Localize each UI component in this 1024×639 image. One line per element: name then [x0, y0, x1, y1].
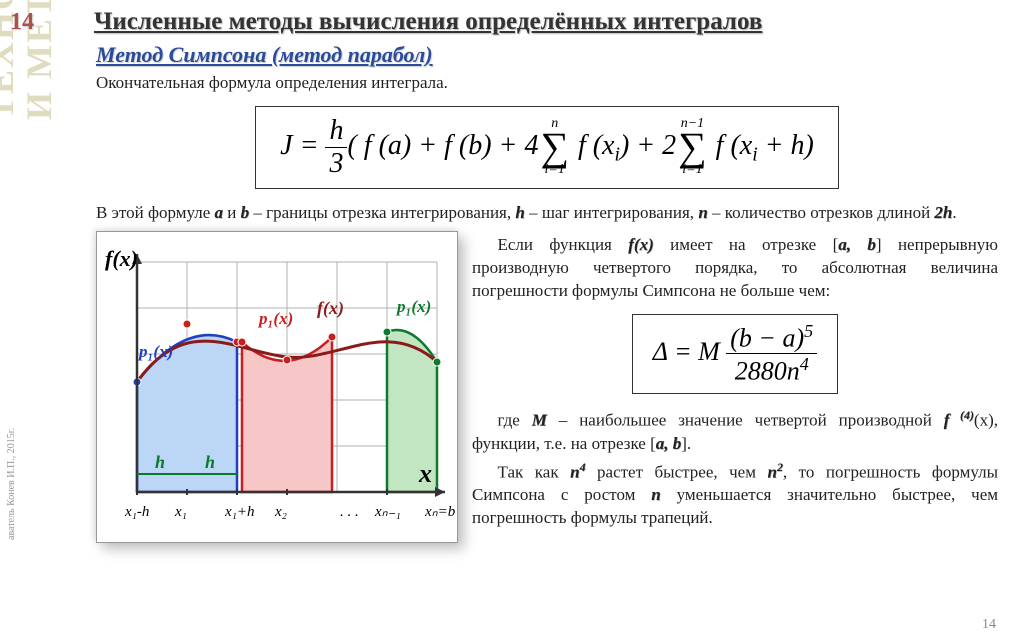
formula-main-wrap: J = h3( f (a) + f (b) + 4n∑i=1 f (xi) + … — [96, 98, 998, 199]
svg-text:h: h — [205, 452, 215, 472]
fe-den: 2880n4 — [726, 354, 817, 387]
fe-eq: = M — [668, 337, 727, 366]
p2-2h: 2h — [934, 203, 952, 222]
f-mid: f (x — [571, 130, 615, 161]
svg-text:h: h — [155, 452, 165, 472]
f-sum2: n−1∑i=1 — [678, 117, 707, 177]
svg-text:xₙ₋₁: xₙ₋₁ — [374, 504, 401, 520]
chart-svg: f(x) x x₁-h x₁ x₁+h x₂ . . . xₙ₋₁ xₙ=b h h p₁(x) p₁(… — [97, 232, 457, 542]
f-J: J — [280, 130, 292, 161]
p2-t1: В этой формуле — [96, 203, 215, 222]
fe-p4: 4 — [800, 354, 809, 374]
p2-n: n — [698, 203, 707, 222]
svg-text:x₁+h: x₁+h — [224, 504, 255, 520]
p2-t6: . — [952, 203, 956, 222]
para-intro: Окончательная формула определения интегр… — [96, 72, 998, 95]
chart: f(x) x x₁-h x₁ x₁+h x₂ . . . xₙ₋₁ xₙ=b h h p₁(x) p₁(… — [96, 231, 458, 543]
p5-t2: растет быстрее, чем — [586, 462, 768, 481]
p3-t2: имеет на отрезке [ — [654, 235, 839, 254]
p3-f: f(x) — [628, 235, 653, 254]
p4-t1: где — [498, 411, 532, 430]
p3-t1: Если функция — [498, 235, 629, 254]
p4-ab: a, b — [656, 434, 682, 453]
subtitle: Метод Симпсона (метод парабол) — [96, 42, 998, 68]
f-ph: + h) — [758, 130, 814, 161]
formula-main: J = h3( f (a) + f (b) + 4n∑i=1 f (xi) + … — [255, 106, 839, 189]
para-M: где M – наибольшее значение четвертой пр… — [472, 407, 998, 456]
fe-d: Δ — [653, 337, 668, 366]
p5-n4: n — [570, 462, 579, 481]
svg-text:x₁-h: x₁-h — [124, 504, 149, 520]
p4-fx: (x) — [974, 411, 994, 430]
f-s2-i: i=1 — [678, 163, 707, 177]
f-cl1: ) + 2 — [620, 130, 676, 161]
f-eq: = — [293, 130, 326, 161]
content: Метод Симпсона (метод парабол) Окончател… — [0, 36, 1024, 543]
f-sum1: n∑i=1 — [540, 117, 569, 177]
f-open: ( f (a) + f (b) + 4 — [347, 130, 538, 161]
sigma2: ∑ — [678, 131, 707, 163]
p3-ab: a, b — [838, 235, 876, 254]
p4-m: M — [532, 411, 547, 430]
p2-a: a — [215, 203, 224, 222]
svg-text:p₁(x): p₁(x) — [395, 297, 431, 316]
fe-p5: 5 — [804, 321, 813, 341]
para-error: Если функция f(x) имеет на отрезке [a, b… — [472, 234, 998, 303]
f-frac: h3 — [325, 115, 347, 180]
f-3: 3 — [325, 148, 347, 180]
p2-t3: – границы отрезка интегрирования, — [249, 203, 515, 222]
p4-t4: ]. — [681, 434, 691, 453]
p5-n2: n — [767, 462, 776, 481]
p2-t4: – шаг интегрирования, — [525, 203, 698, 222]
para-compare: Так как n4 растет быстрее, чем n2, то по… — [472, 459, 998, 530]
svg-text:x₂: x₂ — [274, 504, 287, 520]
f-h: h — [325, 115, 347, 148]
f-tail: f (x — [709, 130, 753, 161]
page-title: Численные методы вычисления определённых… — [94, 8, 762, 36]
p4-t2: – наибольшее значение четвертой производ… — [547, 411, 944, 430]
slide-number: 14 — [10, 9, 34, 36]
sigma1: ∑ — [540, 131, 569, 163]
p5-t1: Так как — [498, 462, 571, 481]
text-column: Если функция f(x) имеет на отрезке [a, b… — [472, 231, 998, 543]
fe-frac: (b − a)52880n4 — [726, 321, 817, 387]
p2-t2: и — [223, 203, 241, 222]
fe-dt: 2880n — [735, 357, 800, 386]
p5-n: n — [651, 485, 660, 504]
svg-text:p₁(x): p₁(x) — [257, 309, 293, 328]
formula-err-wrap: Δ = M (b − a)52880n4 — [472, 306, 998, 404]
svg-text:f(x): f(x) — [105, 246, 138, 271]
svg-text:f(x): f(x) — [317, 298, 344, 319]
header: 14 Численные методы вычисления определён… — [0, 0, 1024, 36]
fe-num: (b − a)5 — [726, 321, 817, 355]
two-column: f(x) x x₁-h x₁ x₁+h x₂ . . . xₙ₋₁ xₙ=b h h p₁(x) p₁(… — [96, 231, 998, 543]
svg-text:xₙ=b: xₙ=b — [424, 504, 456, 520]
p2-t5: – количество отрезков длиной — [708, 203, 935, 222]
f-s1-i: i=1 — [540, 163, 569, 177]
svg-text:x: x — [418, 459, 432, 488]
p2-b: b — [241, 203, 250, 222]
p2-h: h — [515, 203, 524, 222]
svg-text:x₁: x₁ — [174, 504, 187, 520]
p4-s4: (4) — [949, 408, 974, 422]
fe-nt: (b − a) — [730, 323, 804, 352]
svg-text:p₁(x): p₁(x) — [137, 342, 173, 361]
para-vars: В этой формуле a и b – границы отрезка и… — [96, 202, 998, 225]
svg-text:. . .: . . . — [340, 504, 359, 520]
formula-error: Δ = M (b − a)52880n4 — [632, 314, 838, 394]
page-footer: 14 — [982, 617, 996, 633]
chart-column: f(x) x x₁-h x₁ x₁+h x₂ . . . xₙ₋₁ xₙ=b h h p₁(x) p₁(… — [96, 231, 458, 543]
